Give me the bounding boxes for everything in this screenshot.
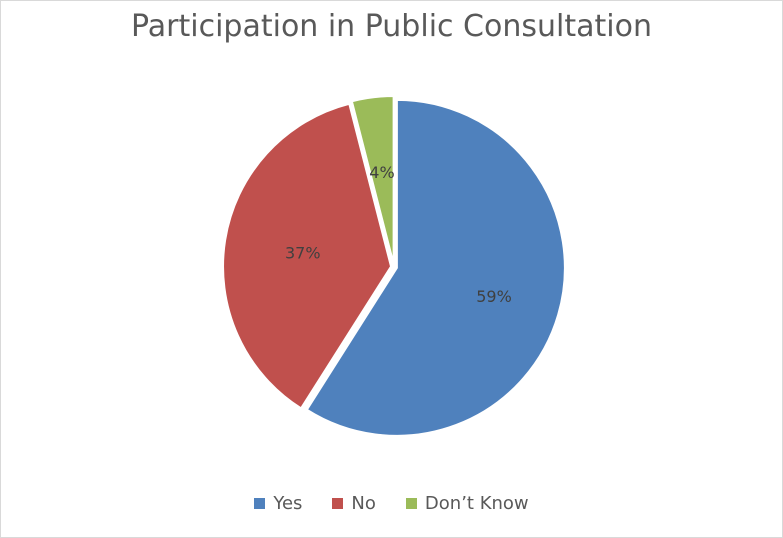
legend-label: Yes [273, 493, 303, 514]
pie-slice-don-t-know [350, 95, 395, 265]
legend-label: Don’t Know [424, 493, 529, 514]
pie-slice-yes [305, 98, 566, 437]
legend: Yes No Don’t Know [1, 493, 782, 514]
pie-slice-no [222, 102, 393, 410]
legend-swatch [254, 498, 266, 509]
legend-swatch [332, 498, 344, 509]
legend-item: No [332, 493, 376, 514]
data-label: 4% [369, 163, 394, 182]
legend-swatch [405, 498, 417, 509]
legend-label: No [351, 493, 376, 514]
data-label: 59% [476, 287, 512, 306]
chart-title: Participation in Public Consultation [131, 9, 652, 44]
data-label: 37% [285, 244, 321, 263]
legend-item: Don’t Know [405, 493, 529, 514]
legend-item: Yes [254, 493, 302, 514]
